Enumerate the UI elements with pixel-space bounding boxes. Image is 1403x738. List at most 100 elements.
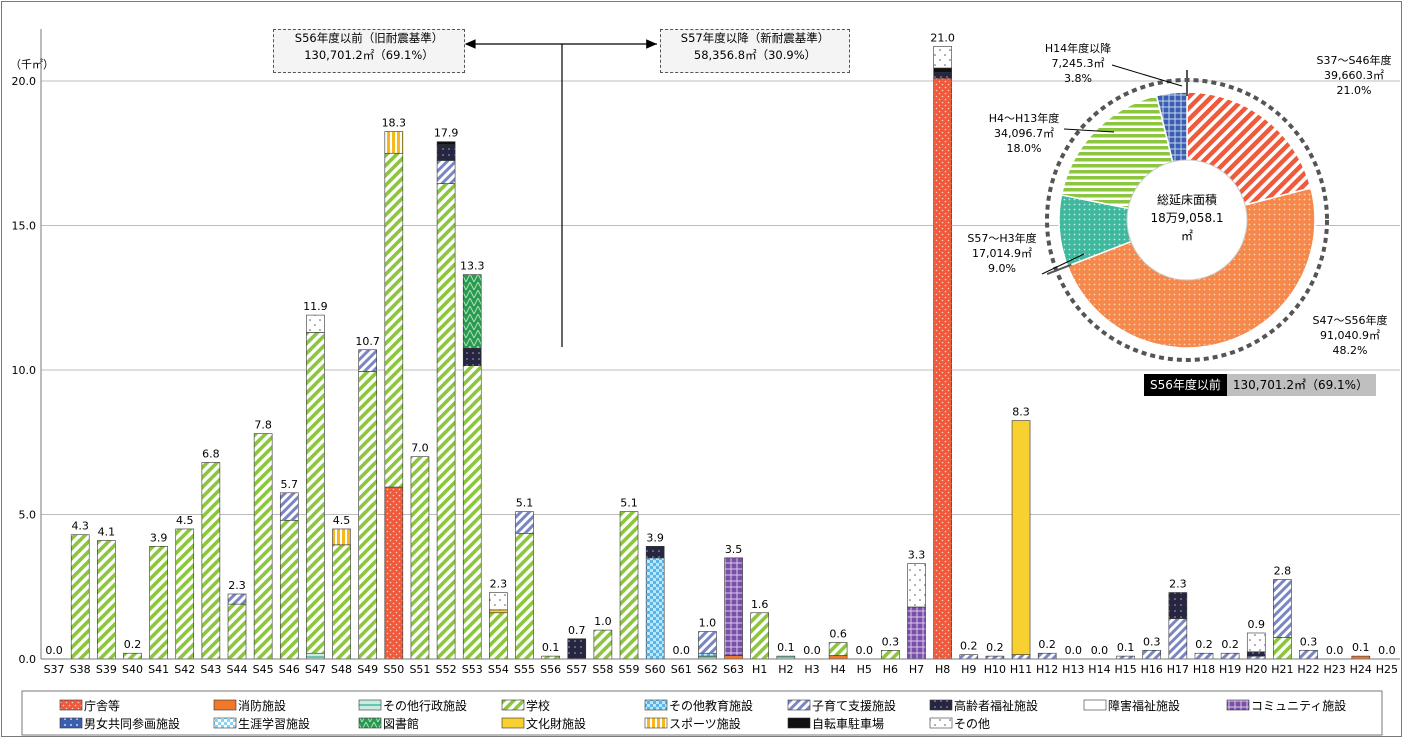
bar-segment <box>463 275 481 349</box>
data-label: 0.3 <box>1300 635 1318 648</box>
bar-segment <box>1247 652 1265 656</box>
x-tick-label: H23 <box>1324 663 1346 676</box>
pie-slice-label: S37～S46年度 <box>1317 53 1392 67</box>
bar-segment <box>1247 633 1265 652</box>
x-tick-label: S57 <box>566 663 587 676</box>
bar-segment <box>306 315 324 332</box>
x-tick-label: S44 <box>227 663 248 676</box>
x-tick-label: S53 <box>462 663 483 676</box>
pie-slice-label: 39,660.3㎡ <box>1324 69 1384 82</box>
old-standard-title: S56年度以前（旧耐震基準） <box>274 30 464 47</box>
bar-segment <box>881 650 899 659</box>
pie-slice-label: 17,014.9㎡ <box>972 247 1032 260</box>
bar-segment <box>1143 650 1161 659</box>
x-tick-label: S40 <box>122 663 143 676</box>
x-tick-label: H8 <box>935 663 950 676</box>
data-label: 2.8 <box>1274 565 1292 578</box>
legend-swatch <box>1227 700 1249 710</box>
data-label: 7.0 <box>411 442 429 455</box>
x-tick-label: H24 <box>1350 663 1372 676</box>
x-tick-label: H21 <box>1271 663 1293 676</box>
x-tick-label: S59 <box>619 663 640 676</box>
x-tick-label: S52 <box>436 663 457 676</box>
bar-segment <box>359 371 377 659</box>
x-tick-label: S47 <box>305 663 326 676</box>
bar-segment <box>359 350 377 372</box>
bar-segment <box>1169 619 1187 659</box>
data-label: 0.0 <box>855 644 873 657</box>
x-tick-label: S62 <box>697 663 718 676</box>
legend-label: 学校 <box>526 698 550 713</box>
bar-segment <box>698 653 716 656</box>
data-label: 0.0 <box>45 644 63 657</box>
legend-swatch <box>930 700 952 710</box>
x-tick-label: S45 <box>253 663 274 676</box>
pie-slice-label: 3.8% <box>1064 72 1092 85</box>
bar-segment <box>333 529 351 545</box>
data-label: 0.6 <box>829 628 847 641</box>
x-tick-label: S46 <box>279 663 300 676</box>
x-tick-label: H25 <box>1376 663 1398 676</box>
pie-slice-label: H14年度以降 <box>1045 41 1111 55</box>
bar-segment <box>515 533 533 659</box>
bar-segment <box>934 78 952 659</box>
legend-label: 消防施設 <box>238 698 286 713</box>
legend-swatch <box>930 718 952 728</box>
pie-slice-label: 48.2% <box>1333 344 1368 357</box>
data-label: 0.0 <box>803 644 821 657</box>
data-label: 1.0 <box>594 615 612 628</box>
legend-swatch <box>214 718 236 728</box>
bar-segment <box>829 656 847 659</box>
x-tick-label: H15 <box>1114 663 1136 676</box>
x-tick-label: H11 <box>1010 663 1032 676</box>
pie-slice-label: 18.0% <box>1007 142 1042 155</box>
legend-label: 男女共同参画施設 <box>84 716 180 731</box>
pie-slice-label: 9.0% <box>988 262 1016 275</box>
bar-segment <box>489 613 507 659</box>
bar-segment <box>280 493 298 520</box>
legend-label: その他行政施設 <box>383 698 467 713</box>
legend-label: 生涯学習施設 <box>238 716 310 731</box>
legend-swatch <box>1084 700 1106 710</box>
bar-segment <box>437 145 455 161</box>
bar-segment <box>411 457 429 659</box>
x-tick-label: H3 <box>804 663 819 676</box>
old-standard-value: 130,701.2㎡（69.1%） <box>274 47 464 64</box>
bar-segment <box>725 558 743 656</box>
bar-segment <box>934 68 952 72</box>
bar-segment <box>751 613 769 659</box>
data-label: 0.1 <box>777 641 795 654</box>
x-tick-label: S60 <box>645 663 666 676</box>
legend-swatch <box>359 700 381 710</box>
pie-center-label: ㎡ <box>1181 229 1193 243</box>
legend-label: 文化財施設 <box>526 716 586 731</box>
bar-segment <box>1273 580 1291 638</box>
legend-swatch <box>645 700 667 710</box>
data-label: 4.3 <box>71 520 89 533</box>
x-tick-label: S58 <box>592 663 613 676</box>
bar-segment <box>568 639 586 659</box>
legend-label: 高齢者福祉施設 <box>954 698 1038 713</box>
bar-segment <box>908 564 926 607</box>
legend-swatch <box>788 718 810 728</box>
data-label: 0.2 <box>124 638 142 651</box>
data-label: 0.0 <box>1065 644 1083 657</box>
bar-segment <box>463 348 481 365</box>
legend-label: その他教育施設 <box>669 698 753 713</box>
bar-segment <box>463 366 481 659</box>
pie-slice-label: 7,245.3㎡ <box>1052 57 1105 70</box>
data-label: 0.2 <box>986 641 1004 654</box>
legend-label: 障害福祉施設 <box>1108 698 1180 713</box>
x-tick-label: H10 <box>984 663 1006 676</box>
bar-segment <box>1273 637 1291 659</box>
y-tick-label: 0.0 <box>19 653 37 666</box>
bar-segment <box>228 594 246 604</box>
data-label: 0.9 <box>1248 618 1266 631</box>
pre-s56-banner: S56年度以前 130,701.2㎡（69.1%） <box>1144 374 1376 396</box>
bar-segment <box>1300 650 1318 659</box>
bar-segment <box>646 546 664 558</box>
x-tick-label: H19 <box>1219 663 1241 676</box>
legend-label: 子育て支援施設 <box>812 698 896 713</box>
legend-label: スポーツ施設 <box>669 716 741 731</box>
